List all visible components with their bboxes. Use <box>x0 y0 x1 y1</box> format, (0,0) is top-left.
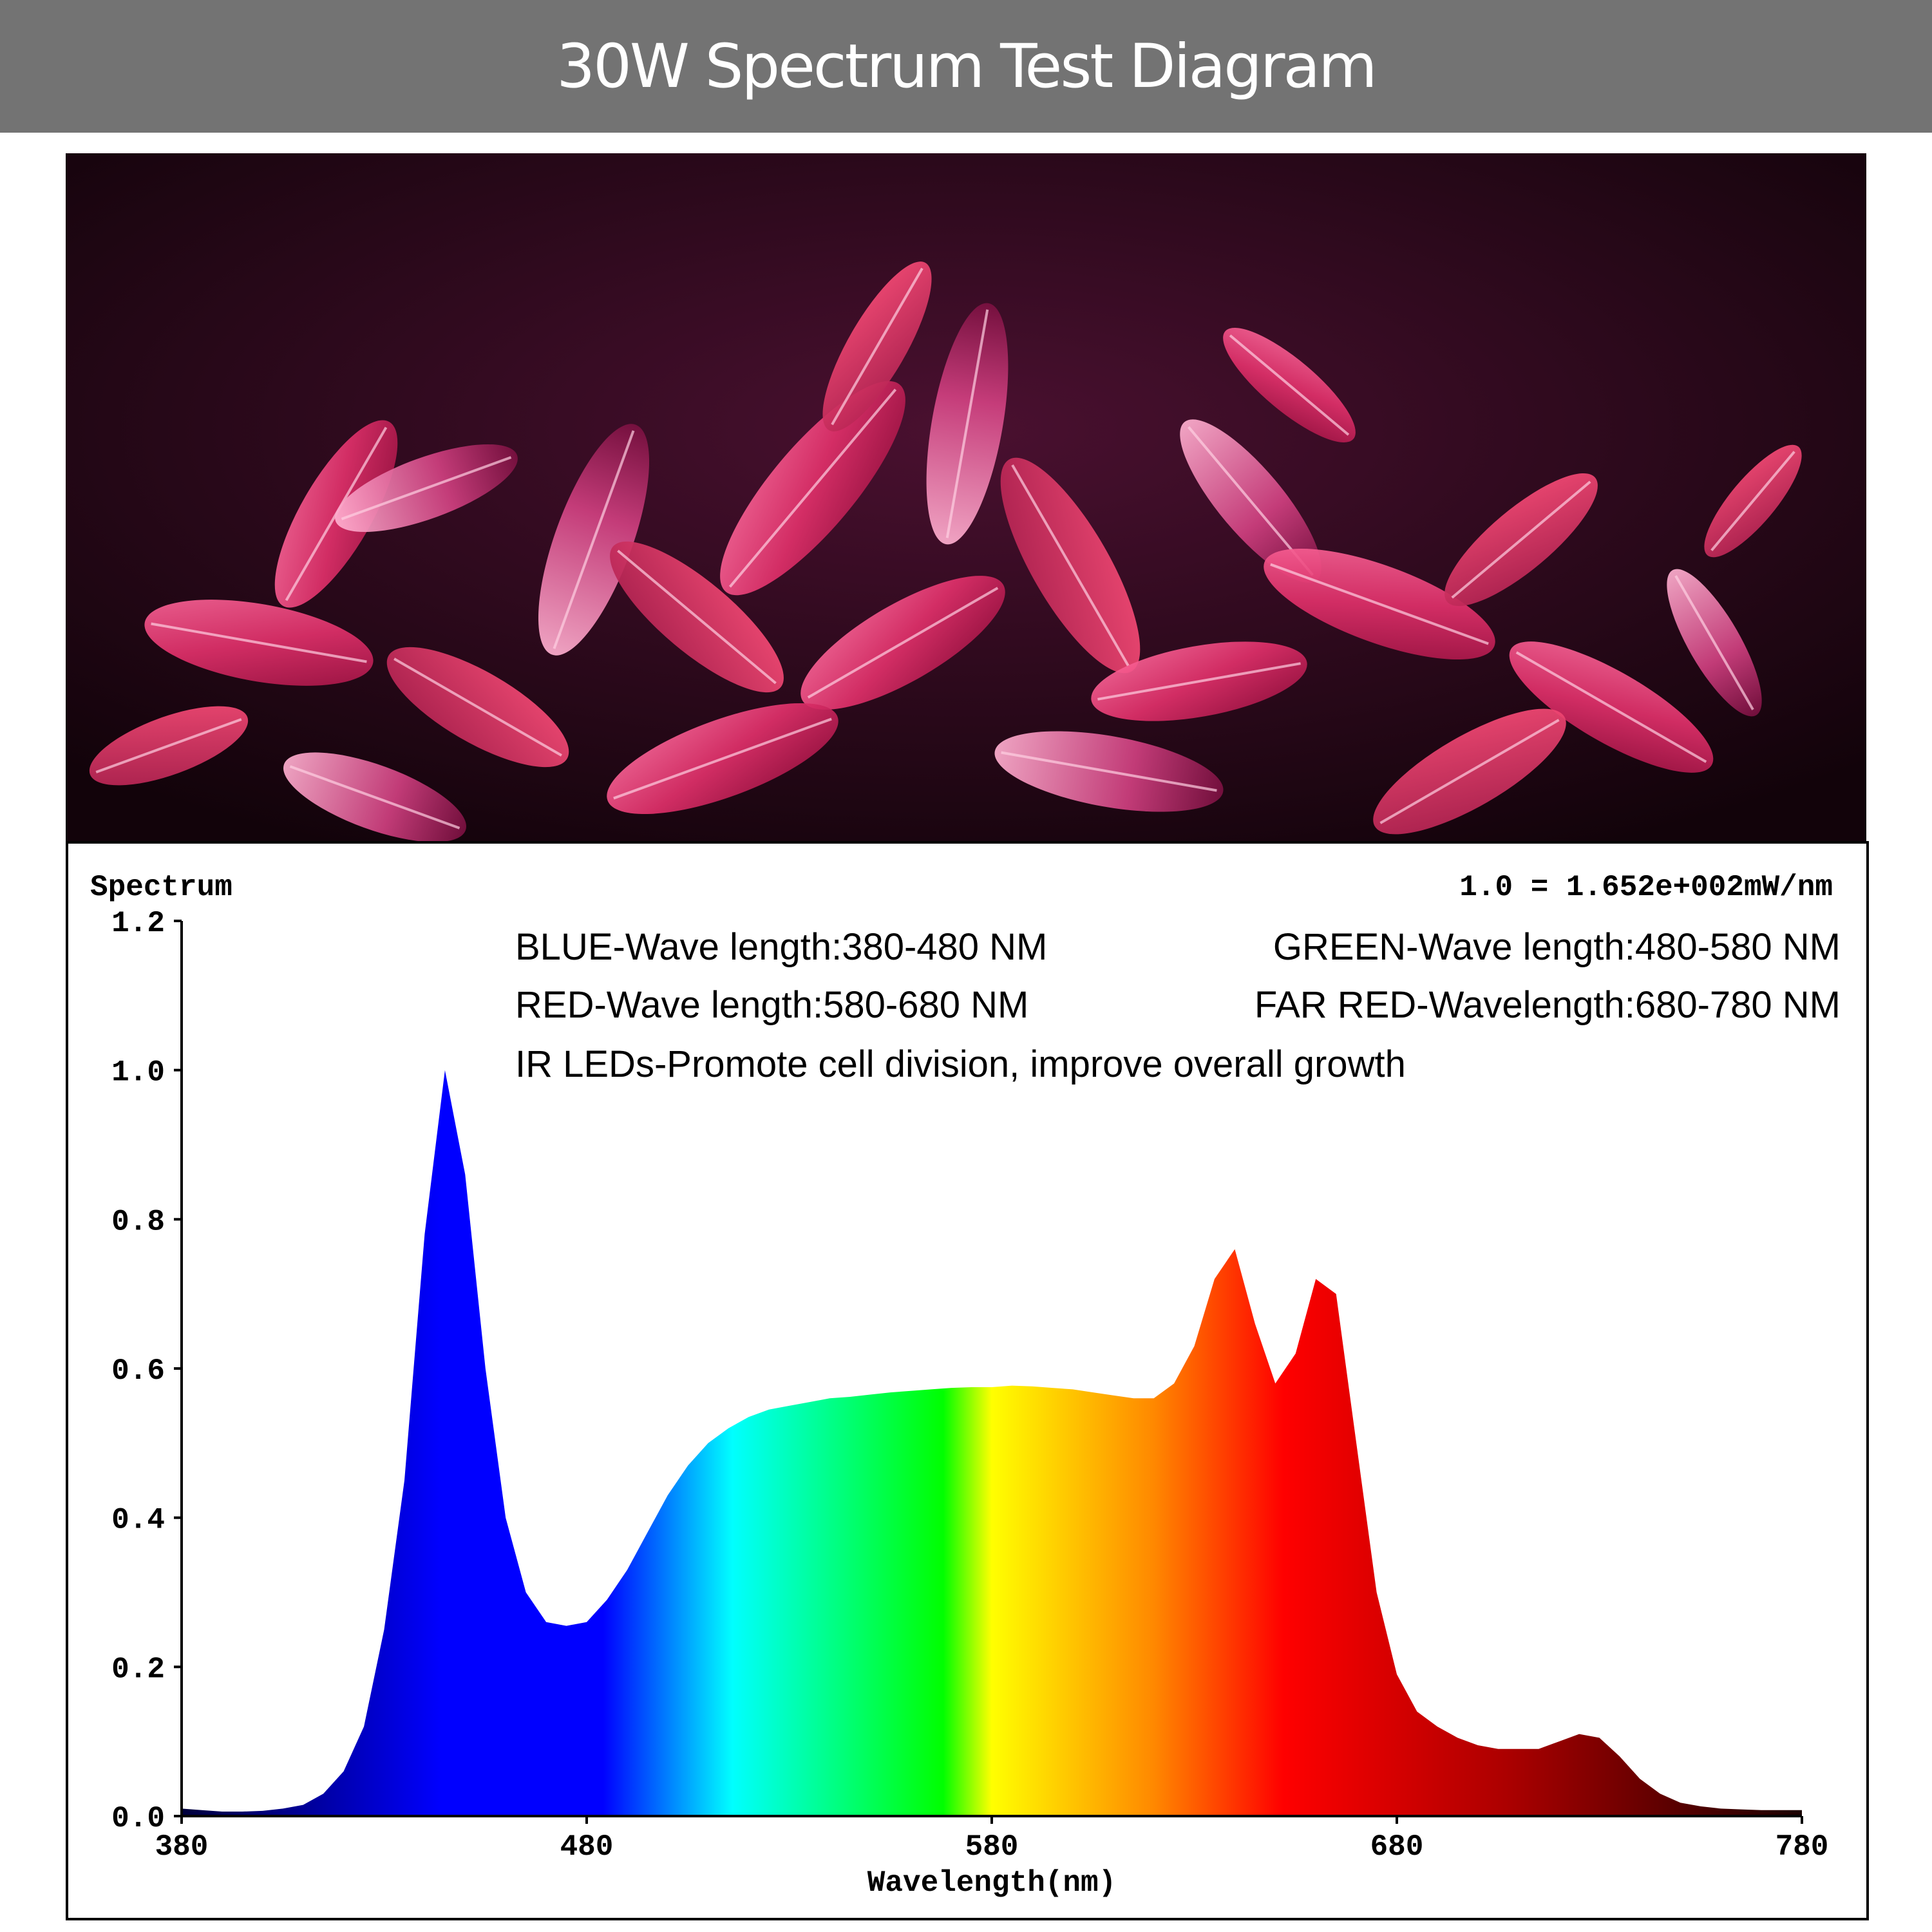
leaf-vein <box>1001 751 1217 792</box>
leaf-vein <box>831 267 923 426</box>
annotation-blue: BLUE-Wave length:380-480 NM <box>515 926 1047 968</box>
leaf-vein <box>945 309 989 538</box>
y-tick-label: 0.2 <box>111 1653 165 1686</box>
y-tick-label: 0.8 <box>111 1205 165 1238</box>
plant-photo-illustration <box>66 153 1866 842</box>
leaf-vein <box>95 718 242 773</box>
annotation-green: GREEN-Wave length:480-580 NM <box>1273 926 1841 968</box>
x-tick-label: 680 <box>1370 1830 1424 1864</box>
spectrum-chart-panel: Spectrum 1.0 = 1.652e+002mW/nm BLUE-Wave… <box>66 841 1869 1920</box>
leaf-vein <box>1379 719 1560 824</box>
annotation-red: RED-Wave length:580-680 NM <box>515 984 1028 1026</box>
leaf-vein <box>393 658 562 757</box>
page-title: 30W Spectrum Test Diagram <box>556 31 1377 102</box>
leaf-vein <box>151 622 367 663</box>
x-axis-ticks: 380 480 580 680 780 <box>155 1816 1829 1864</box>
leaf-vein <box>1451 480 1591 599</box>
leaf-vein <box>1097 662 1301 701</box>
leaf-vein <box>613 717 832 800</box>
y-tick-label: 0.0 <box>111 1802 165 1835</box>
leaf-vein <box>553 430 635 649</box>
y-tick-label: 0.4 <box>111 1504 165 1537</box>
spectrum-area <box>182 1070 1802 1816</box>
x-tick-label: 380 <box>155 1830 209 1864</box>
unit-note: 1.0 = 1.652e+002mW/nm <box>1459 871 1833 904</box>
leaf-vein <box>289 765 460 829</box>
plant-photo <box>66 153 1866 842</box>
leaf-vein <box>1710 451 1795 551</box>
y-tick-label: 1.2 <box>111 907 165 940</box>
y-tick-label: 0.6 <box>111 1354 165 1388</box>
spectrum-chart: Spectrum 1.0 = 1.652e+002mW/nm BLUE-Wave… <box>90 871 1841 1900</box>
leaf-vein <box>807 587 999 699</box>
leaf-vein <box>341 456 512 520</box>
leaf-vein <box>1229 334 1350 436</box>
x-tick-label: 580 <box>965 1830 1019 1864</box>
chart-title: Spectrum <box>90 871 232 904</box>
header-banner: 30W Spectrum Test Diagram <box>0 0 1932 133</box>
annotation-ir: IR LEDs-Promote cell division, improve o… <box>515 1043 1406 1085</box>
leaf-vein <box>1674 575 1754 710</box>
leaf-vein <box>1011 464 1130 667</box>
x-tick-label: 480 <box>560 1830 614 1864</box>
annotation-far-red: FAR RED-Wavelength:680-780 NM <box>1255 984 1841 1026</box>
x-tick-label: 780 <box>1776 1830 1829 1864</box>
x-axis-label: Wavelength(nm) <box>867 1866 1116 1900</box>
leaf-vein <box>1270 563 1489 645</box>
y-tick-label: 1.0 <box>111 1056 165 1090</box>
y-axis-ticks: 0.0 0.2 0.4 0.6 0.8 1.0 1.2 <box>111 907 182 1835</box>
leaf-vein <box>1515 651 1707 763</box>
leaf-vein <box>617 549 777 685</box>
leaf-vein <box>728 388 897 588</box>
